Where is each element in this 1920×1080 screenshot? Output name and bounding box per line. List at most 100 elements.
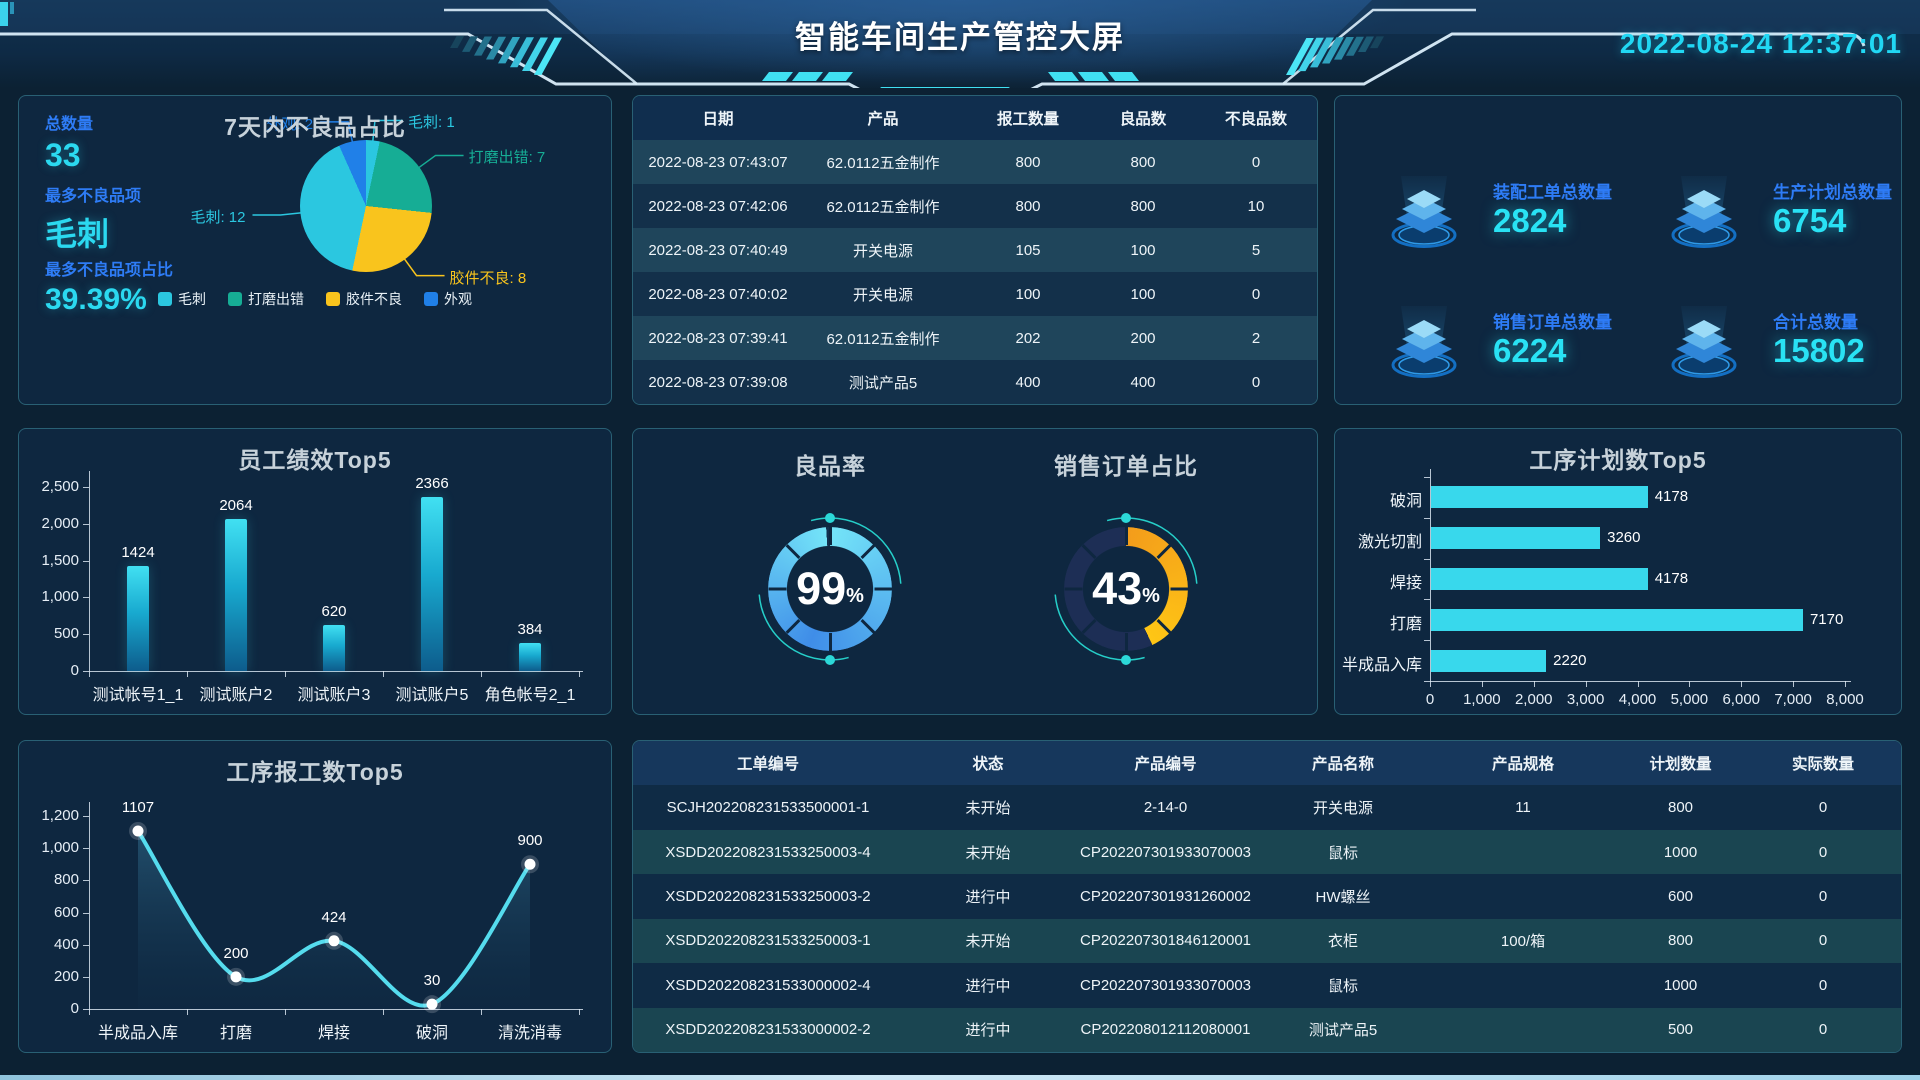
y-tick-label: 600 bbox=[53, 903, 79, 921]
x-tick bbox=[1741, 681, 1743, 687]
panel-defect-ratio: 7天内不良品占比 总数量 33 最多不良品项 毛刺 最多不良品项占比 39.39% 毛刺: … bbox=[18, 95, 612, 405]
x-axis bbox=[1430, 681, 1851, 682]
y-tick-label: 1,500 bbox=[41, 551, 79, 569]
bar bbox=[1431, 527, 1601, 550]
y-tick bbox=[83, 523, 89, 525]
stat-label: 生产计划总数量 bbox=[1773, 183, 1892, 202]
y-tick-label: 2,000 bbox=[41, 514, 79, 532]
table-cell: 进行中 bbox=[965, 977, 1011, 995]
x-category-label: 打磨 bbox=[219, 1025, 252, 1042]
kpi-label: 最多不良品项占比 bbox=[45, 262, 174, 279]
gauge-value: 43% bbox=[1064, 527, 1188, 651]
table-cell: 2 bbox=[1251, 329, 1261, 347]
y-tick bbox=[83, 816, 89, 817]
column-header: 不良品数 bbox=[1224, 111, 1287, 128]
table-row: 2022-08-23 07:40:49 开关电源 105 100 5 bbox=[633, 228, 1317, 272]
y-tick-label: 400 bbox=[53, 935, 79, 953]
x-category-label: 破洞 bbox=[415, 1025, 448, 1042]
table-cell: 400 bbox=[1130, 373, 1156, 391]
stat-value: 6224 bbox=[1493, 332, 1567, 369]
table-cell: 105 bbox=[1015, 241, 1041, 259]
x-tick bbox=[1689, 681, 1691, 687]
y-tick-label: 1,000 bbox=[41, 588, 79, 606]
y-axis bbox=[89, 802, 90, 1009]
x-tick bbox=[1793, 681, 1795, 687]
table-cell: XSDD202208231533000002-2 bbox=[665, 1021, 871, 1039]
bar bbox=[1431, 649, 1547, 672]
stat-label: 装配工单总数量 bbox=[1493, 183, 1612, 202]
x-category-label: 测试账户3 bbox=[297, 687, 371, 704]
stat-card: 合计总数量 15802 bbox=[1661, 302, 1901, 388]
pie-legend: 毛刺 打磨出错 胶件不良 外观 bbox=[19, 289, 611, 309]
layers-icon-wrap bbox=[1661, 172, 1747, 258]
y-tick bbox=[83, 597, 89, 599]
layers-icon-wrap bbox=[1381, 172, 1467, 258]
column-header: 产品 bbox=[867, 111, 899, 128]
table-cell: 开关电源 bbox=[852, 286, 913, 304]
bottom-accent-bar bbox=[0, 1075, 1920, 1080]
panel-process-report: 工序报工数Top5 0 200 400 600 800 1,000 1,200 1107 半成品… bbox=[18, 740, 612, 1053]
table-cell: 1000 bbox=[1663, 843, 1698, 861]
gauge-value-number: 99 bbox=[796, 563, 847, 614]
panel-title: 7天内不良品占比 bbox=[224, 114, 406, 140]
bar-value: 2366 bbox=[415, 474, 449, 492]
y-tick-label: 1,200 bbox=[41, 807, 79, 824]
layers-icon-wrap bbox=[1661, 302, 1747, 388]
bar bbox=[323, 625, 345, 671]
legend-label: 毛刺 bbox=[178, 291, 206, 307]
column-header: 产品规格 bbox=[1491, 756, 1554, 774]
point-value: 424 bbox=[321, 908, 347, 926]
defect-ratio-chart: 总数量 33 最多不良品项 毛刺 最多不良品项占比 39.39% 毛刺: 1 打磨出错: 7 胶… bbox=[19, 96, 611, 404]
x-tick-label: 1,000 bbox=[1463, 691, 1501, 708]
y-category-label: 焊接 bbox=[1389, 575, 1422, 592]
table-cell: 2-14-0 bbox=[1143, 799, 1188, 817]
table-cell: 100 bbox=[1130, 241, 1156, 259]
layers-icon bbox=[1391, 306, 1457, 378]
legend-label: 胶件不良 bbox=[346, 291, 402, 307]
y-tick-label: 0 bbox=[70, 1000, 79, 1017]
table-row: XSDD202208231533250003-1 未开始 CP20220730184… bbox=[633, 918, 1901, 964]
panel-employee-performance: 员工绩效Top5 0 500 1,000 1,500 2,000 2,500 1424 测试帐… bbox=[18, 428, 612, 715]
y-tick bbox=[83, 912, 89, 914]
layers-icon bbox=[1671, 176, 1737, 248]
x-tick bbox=[1533, 681, 1535, 687]
table-cell: 100/箱 bbox=[1500, 933, 1546, 951]
legend-swatch bbox=[228, 292, 242, 306]
table-cell: 62.0112五金制作 bbox=[826, 154, 940, 172]
page-title: 智能车间生产管控大屏 bbox=[795, 20, 1125, 55]
layers-icon-wrap bbox=[1381, 302, 1467, 388]
column-header: 产品名称 bbox=[1311, 756, 1374, 774]
table-cell: 鼠标 bbox=[1327, 977, 1358, 995]
gauge-charts: 良品率 99% 销售订单占比 43% bbox=[633, 429, 1317, 714]
column-header: 实际数量 bbox=[1791, 756, 1854, 774]
table-cell: 10 bbox=[1247, 197, 1265, 215]
table-cell: 5 bbox=[1251, 241, 1261, 259]
x-tick bbox=[187, 671, 188, 677]
y-tick bbox=[1424, 640, 1430, 642]
bar-value: 7170 bbox=[1809, 610, 1844, 628]
table-row: 2022-08-23 07:42:06 62.0112五金制作 800 800 10 bbox=[633, 184, 1317, 228]
bar-value: 620 bbox=[321, 603, 347, 621]
bar-value: 4178 bbox=[1654, 488, 1689, 506]
table-row: XSDD202208231533250003-4 未开始 CP20220730193… bbox=[633, 829, 1901, 875]
bar-value: 1424 bbox=[121, 544, 155, 562]
x-tick bbox=[1481, 681, 1483, 687]
table-row: 2022-08-23 07:43:07 62.0112五金制作 800 800 0 bbox=[633, 140, 1317, 184]
table-cell: 2022-08-23 07:40:02 bbox=[648, 285, 788, 303]
table-row: XSDD202208231533250003-2 进行中 CP20220730193… bbox=[633, 874, 1901, 919]
panel-title: 员工绩效Top5 bbox=[238, 447, 392, 473]
column-header: 报工数量 bbox=[996, 111, 1059, 128]
table-cell: 测试产品5 bbox=[1308, 1022, 1378, 1040]
table-cell: 未开始 bbox=[965, 800, 1011, 818]
data-table: 日期 产品 报工数量 良品数 不良品数 2022-08-23 07:43:07 62.011… bbox=[633, 96, 1317, 404]
legend-swatch bbox=[158, 292, 172, 306]
table-cell: 0 bbox=[1818, 1021, 1828, 1039]
bar-value: 2220 bbox=[1553, 651, 1587, 669]
table-row: XSDD202208231533000002-4 进行中 CP20220730193… bbox=[633, 963, 1901, 1008]
pie-slice-label: 胶件不良: 8 bbox=[449, 269, 527, 287]
x-tick-label: 6,000 bbox=[1722, 691, 1761, 708]
table-cell: 800 bbox=[1015, 153, 1041, 171]
y-tick-label: 800 bbox=[53, 871, 79, 889]
legend-item: 打磨出错 bbox=[228, 289, 304, 309]
